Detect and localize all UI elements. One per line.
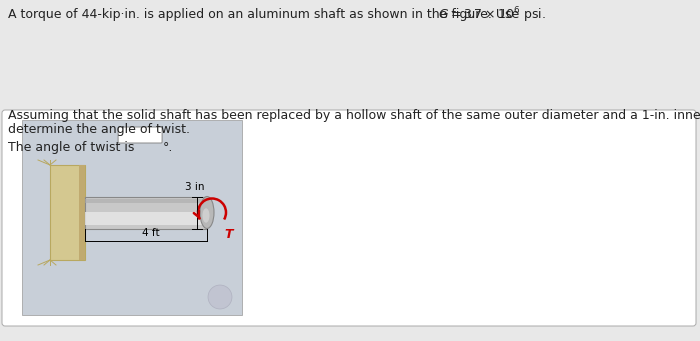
Text: 3 in: 3 in bbox=[186, 181, 204, 192]
Text: 4 ft: 4 ft bbox=[142, 228, 160, 238]
Bar bbox=[22, 120, 242, 315]
Text: T: T bbox=[224, 228, 232, 241]
Text: determine the angle of twist.: determine the angle of twist. bbox=[8, 123, 190, 136]
Ellipse shape bbox=[200, 196, 214, 228]
Bar bbox=[85, 198, 207, 203]
Bar bbox=[79, 165, 85, 260]
Text: $G = 3.7 \times 10^{6}$ psi.: $G = 3.7 \times 10^{6}$ psi. bbox=[438, 5, 546, 25]
Text: Assuming that the solid shaft has been replaced by a hollow shaft of the same ou: Assuming that the solid shaft has been r… bbox=[8, 109, 700, 122]
Circle shape bbox=[208, 285, 232, 309]
FancyBboxPatch shape bbox=[118, 127, 162, 143]
Bar bbox=[85, 212, 207, 224]
Text: The angle of twist is: The angle of twist is bbox=[8, 141, 139, 154]
Bar bbox=[50, 165, 85, 260]
Text: °.: °. bbox=[163, 141, 174, 154]
Bar bbox=[85, 196, 207, 228]
Ellipse shape bbox=[202, 208, 209, 223]
Text: A torque of 44-kip·in. is applied on an aluminum shaft as shown in the figure. U: A torque of 44-kip·in. is applied on an … bbox=[8, 8, 524, 21]
FancyBboxPatch shape bbox=[2, 110, 696, 326]
